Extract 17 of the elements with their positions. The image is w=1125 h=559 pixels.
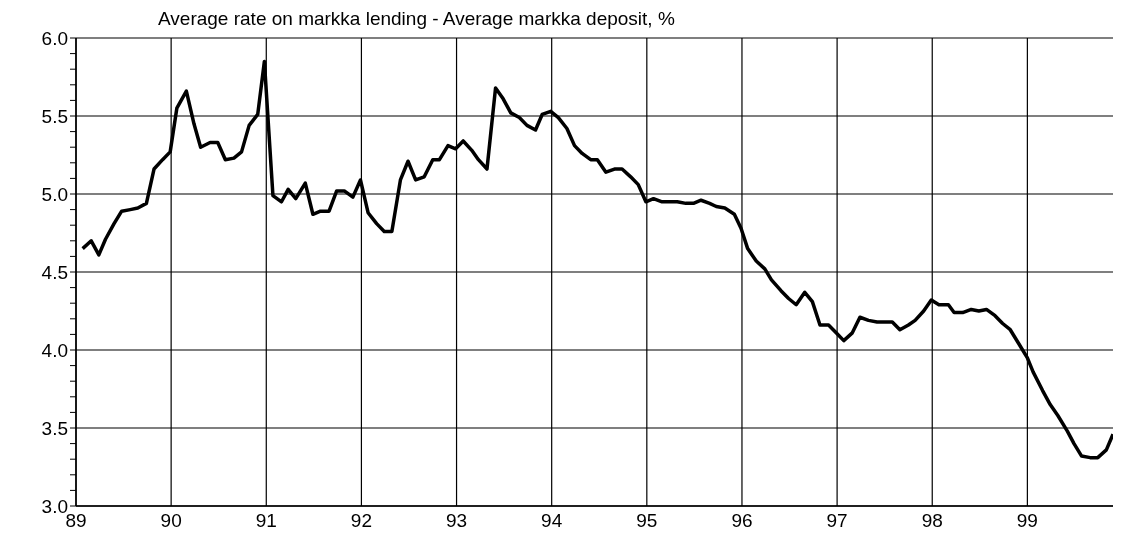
x-tick-label: 97 bbox=[826, 510, 848, 532]
x-tick-label: 98 bbox=[921, 510, 943, 532]
x-tick-label: 91 bbox=[255, 510, 277, 532]
x-tick-label: 99 bbox=[1016, 510, 1038, 532]
x-tick-label: 95 bbox=[636, 510, 658, 532]
x-tick-label: 93 bbox=[445, 510, 468, 532]
x-tick-label: 94 bbox=[541, 510, 563, 532]
y-tick-label: 3.5 bbox=[41, 417, 68, 439]
y-tick-label: 4.5 bbox=[41, 261, 68, 283]
x-tick-label: 92 bbox=[350, 510, 372, 532]
y-tick-label: 5.5 bbox=[41, 105, 68, 127]
chart-title: Average rate on markka lending - Average markka deposit, % bbox=[158, 8, 676, 30]
y-tick-label: 5.0 bbox=[41, 183, 68, 205]
x-tick-label: 96 bbox=[731, 510, 753, 532]
y-tick-label: 4.0 bbox=[41, 339, 68, 361]
y-tick-label: 6.0 bbox=[41, 27, 68, 49]
x-tick-label: 90 bbox=[160, 510, 182, 532]
